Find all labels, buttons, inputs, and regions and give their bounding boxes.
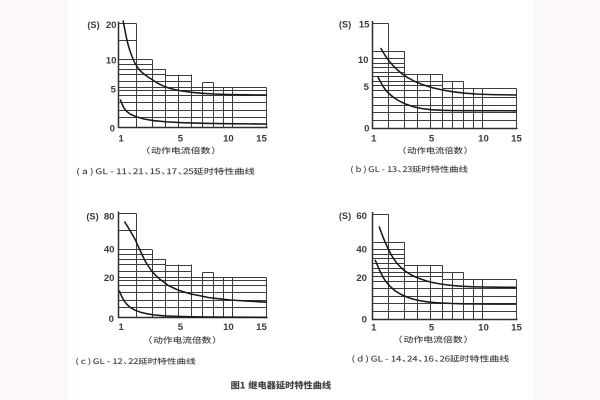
svg-text:(S): (S): [339, 20, 351, 30]
svg-text:0: 0: [109, 314, 114, 325]
svg-text:15: 15: [511, 323, 522, 334]
svg-text:1: 1: [371, 133, 377, 144]
svg-text:0: 0: [110, 124, 115, 135]
svg-text:5: 5: [364, 82, 370, 93]
svg-text:5: 5: [429, 323, 435, 334]
svg-text:0: 0: [362, 314, 367, 325]
svg-text:40: 40: [104, 245, 115, 256]
svg-text:20: 20: [106, 20, 117, 31]
svg-text:10: 10: [223, 133, 234, 144]
svg-text:1: 1: [371, 323, 377, 334]
svg-text:10: 10: [223, 322, 234, 333]
svg-text:15: 15: [256, 133, 267, 144]
svg-text:10: 10: [358, 55, 369, 66]
svg-text:15: 15: [256, 322, 267, 333]
svg-text:10: 10: [106, 56, 117, 67]
svg-text:(S): (S): [86, 211, 98, 221]
svg-text:40: 40: [356, 244, 367, 255]
svg-text:(S): (S): [339, 211, 351, 221]
svg-text:1: 1: [119, 322, 125, 333]
svg-text:1: 1: [119, 133, 125, 144]
svg-text:60: 60: [356, 211, 367, 222]
svg-text:15: 15: [511, 133, 522, 144]
svg-text:20: 20: [104, 273, 115, 284]
svg-text:5: 5: [178, 322, 184, 333]
svg-text:15: 15: [359, 20, 370, 31]
svg-text:0: 0: [364, 123, 369, 134]
svg-text:10: 10: [478, 133, 489, 144]
svg-text:5: 5: [178, 133, 184, 144]
svg-text:10: 10: [478, 323, 489, 334]
svg-text:5: 5: [429, 133, 435, 144]
svg-text:(S): (S): [87, 20, 99, 30]
svg-text:20: 20: [356, 273, 367, 284]
svg-text:80: 80: [104, 212, 115, 223]
svg-text:5: 5: [111, 84, 117, 95]
